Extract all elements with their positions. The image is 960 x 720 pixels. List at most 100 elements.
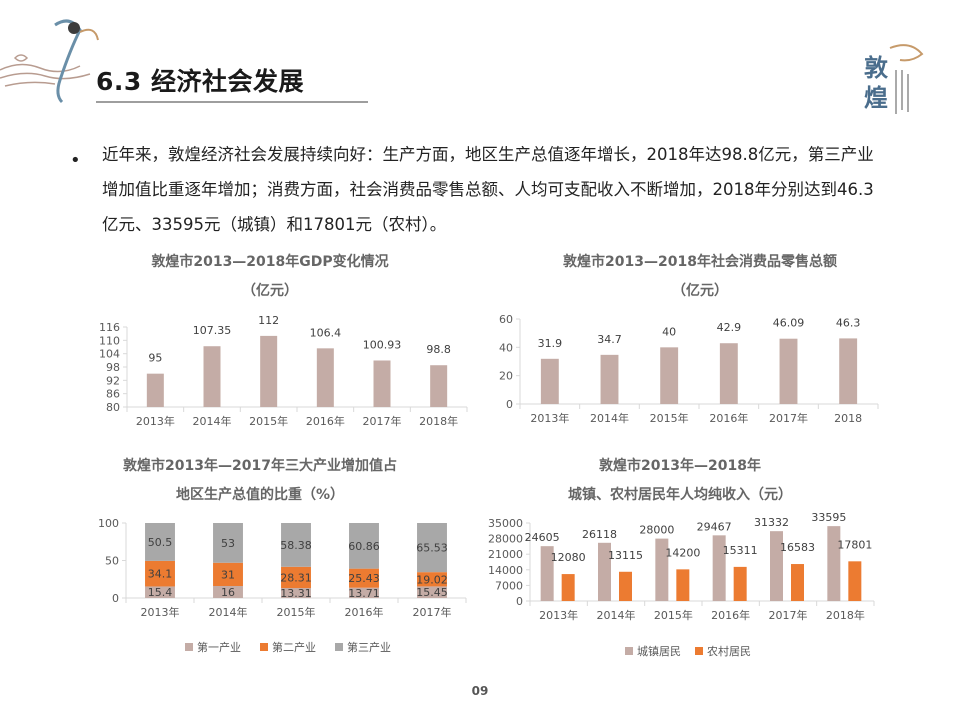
- y-tick-label: 92: [106, 374, 120, 387]
- bar: [733, 566, 747, 601]
- data-label: 29467: [697, 520, 732, 533]
- data-label: 112: [258, 314, 279, 327]
- bar-segment: [417, 586, 447, 598]
- data-label: 19.02: [416, 573, 448, 586]
- data-label: 33595: [811, 512, 846, 524]
- x-tick-label: 2014年: [193, 414, 232, 428]
- data-label: 24605: [525, 531, 560, 544]
- y-tick-label: 28000: [488, 533, 523, 546]
- bar: [430, 365, 448, 407]
- x-tick-label: 2016年: [711, 608, 750, 622]
- svg-text:煌: 煌: [864, 84, 888, 112]
- x-tick-label: 2015年: [654, 608, 693, 622]
- data-label: 14200: [665, 546, 700, 559]
- page-title: 6.3 经济社会发展: [96, 67, 304, 96]
- data-label: 15311: [723, 544, 758, 557]
- x-tick-label: 2016年: [345, 605, 384, 619]
- bar-segment: [145, 560, 175, 587]
- y-tick-label: 0: [112, 592, 119, 605]
- y-tick-label: 20: [499, 370, 513, 383]
- bar: [316, 348, 334, 407]
- data-label: 107.35: [193, 324, 232, 337]
- bar: [146, 373, 164, 407]
- bar: [770, 531, 783, 601]
- y-tick-label: 21000: [488, 548, 523, 561]
- data-label: 13.71: [348, 587, 380, 600]
- data-label: 95: [148, 352, 162, 365]
- page-number: 09: [471, 684, 489, 698]
- data-label: 13115: [608, 549, 643, 562]
- data-label: 15.45: [416, 586, 448, 599]
- bar-segment: [281, 566, 311, 589]
- bar-segment: [213, 523, 243, 563]
- y-tick-label: 80: [106, 401, 120, 414]
- y-tick-label: 40: [499, 341, 513, 354]
- bar-segment: [145, 586, 175, 598]
- bar: [561, 574, 575, 601]
- bar-segment: [281, 588, 311, 598]
- x-tick-label: 2015年: [249, 414, 288, 428]
- chart-title-line1: 敦煌市2013—2018年社会消费品零售总额: [563, 254, 837, 270]
- x-tick-label: 2017年: [413, 605, 452, 619]
- data-label: 28.31: [280, 571, 312, 584]
- x-tick-label: 2014年: [597, 608, 636, 622]
- bar: [779, 338, 798, 404]
- legend-label: 第二产业: [272, 640, 316, 654]
- chart-title-line1: 敦煌市2013年—2018年: [599, 458, 761, 474]
- chart-title-line2: 城镇、农村居民年人均纯收入（元）: [568, 487, 792, 503]
- bar: [676, 569, 690, 601]
- data-label: 46.09: [773, 317, 805, 330]
- header-ornament: [0, 19, 99, 104]
- y-tick-label: 0: [506, 398, 513, 411]
- title-divider: [96, 101, 368, 103]
- data-label: 58.38: [280, 539, 312, 552]
- x-tick-label: 2018年: [419, 414, 458, 428]
- legend-label: 城镇居民: [637, 644, 681, 658]
- data-label: 53: [221, 537, 235, 550]
- data-label: 12080: [551, 551, 586, 564]
- chart-title-line1: 敦煌市2013年—2017年三大产业增加值占: [123, 458, 397, 474]
- data-label: 34.7: [597, 333, 622, 346]
- bar: [791, 564, 804, 601]
- data-label: 26118: [582, 528, 617, 541]
- y-tick-label: 60: [499, 313, 513, 326]
- data-label: 15.4: [148, 586, 173, 599]
- x-tick-label: 2014年: [209, 605, 248, 619]
- summary-paragraph: 近年来，敦煌经济社会发展持续向好：生产方面，地区生产总值逐年增长，2018年达9…: [102, 145, 874, 234]
- chart-title-line1: 敦煌市2013—2018年GDP变化情况: [151, 254, 389, 270]
- data-label: 25.43: [348, 572, 380, 585]
- legend-swatch: [695, 647, 703, 655]
- data-label: 65.53: [416, 542, 448, 555]
- bar: [712, 535, 726, 601]
- bar: [655, 538, 669, 601]
- income-chart-title: 敦煌市2013年—2018年 城镇、农村居民年人均纯收入（元）: [520, 452, 840, 510]
- y-tick-label: 50: [105, 555, 119, 568]
- x-tick-label: 2013年: [530, 411, 569, 425]
- legend-swatch: [185, 643, 193, 651]
- y-tick-label: 35000: [488, 517, 523, 530]
- gdp-chart-title: 敦煌市2013—2018年GDP变化情况 （亿元）: [100, 248, 440, 306]
- data-label: 16583: [780, 541, 815, 554]
- bar: [540, 358, 559, 404]
- legend-swatch: [260, 643, 268, 651]
- bar: [827, 526, 841, 601]
- legend-label: 第一产业: [197, 640, 241, 654]
- data-label: 98.8: [426, 343, 451, 356]
- y-tick-label: 7000: [495, 579, 523, 592]
- bar: [203, 346, 221, 407]
- bar: [373, 360, 391, 407]
- dunhuang-logo: 敦 煌: [864, 44, 924, 114]
- y-tick-label: 116: [99, 321, 120, 334]
- bar-segment: [281, 523, 311, 567]
- x-tick-label: 2017年: [769, 608, 808, 622]
- industry-chart-title: 敦煌市2013年—2017年三大产业增加值占 地区生产总值的比重（%）: [100, 452, 420, 510]
- bar: [540, 546, 554, 601]
- bar-segment: [417, 523, 447, 573]
- data-label: 16: [221, 586, 235, 599]
- income-grouped-chart: 0 7000 14000 21000 28000 35000 2013年 2014年 2015年…: [488, 512, 875, 658]
- bar: [719, 343, 738, 404]
- chart-title-line2: （亿元）: [242, 283, 298, 299]
- data-label: 42.9: [717, 321, 742, 334]
- retail-chart-title: 敦煌市2013—2018年社会消费品零售总额 （亿元）: [520, 248, 880, 306]
